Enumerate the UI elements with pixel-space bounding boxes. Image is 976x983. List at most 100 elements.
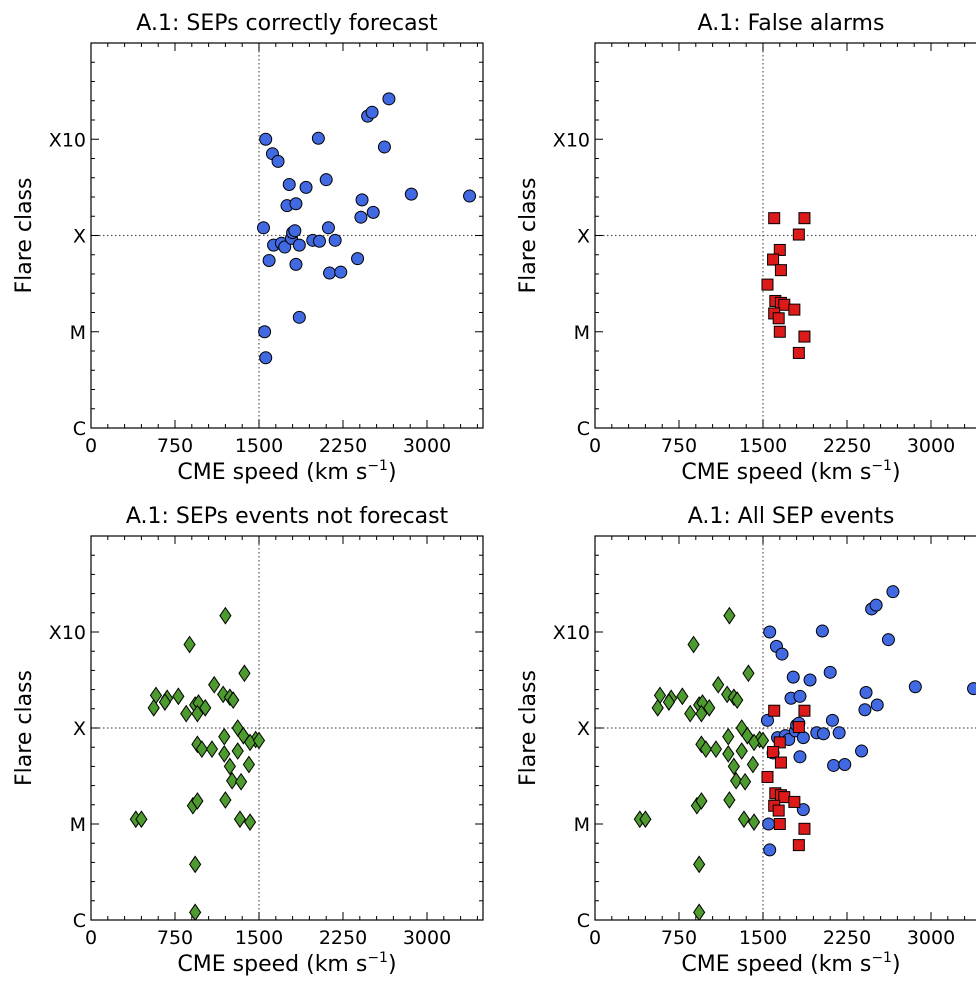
y-tick-label: C (73, 418, 86, 440)
x-tick-label: 3000 (403, 435, 451, 457)
x-axis-label-main: CME speed (km s (177, 460, 367, 485)
red-square-point (773, 325, 786, 338)
blue-circle-point (382, 92, 396, 106)
red-square-point (773, 818, 786, 830)
y-tick-label: C (73, 910, 86, 932)
green-diamond-point (737, 810, 751, 829)
red-square-point (768, 704, 781, 717)
blue-circle-point (908, 680, 922, 694)
x-axis-label-main: CME speed (km s (681, 952, 871, 977)
green-diamond-point (238, 664, 251, 683)
blue-circle-point (815, 624, 829, 638)
x-axis-label: CME speed (km s−1) (681, 458, 900, 485)
blue-circle-point (258, 325, 272, 339)
red-square-point (772, 312, 785, 325)
green-diamond-point (191, 792, 204, 810)
red-square-point (788, 795, 801, 808)
blue-circle-point (858, 703, 872, 717)
green-diamond-point (676, 687, 689, 706)
red-square-point (792, 228, 805, 241)
blue-circle-point (838, 757, 852, 771)
green-diamond-point (172, 687, 185, 706)
red-square-point (778, 298, 791, 311)
x-tick-label: 3000 (907, 927, 955, 949)
blue-circle-point (796, 731, 810, 745)
green-diamond-point (693, 855, 706, 874)
blue-circle-point (355, 193, 369, 207)
green-diamond-point (699, 740, 712, 759)
green-diamond-point (252, 731, 266, 750)
x-tick-label: 3000 (907, 435, 955, 457)
green-diamond-point (731, 691, 744, 710)
blue-circle-point (886, 585, 900, 599)
blue-circle-point (793, 689, 807, 703)
y-tick-label: M (574, 322, 590, 344)
x-tick-label: 750 (661, 435, 697, 457)
green-diamond-point (712, 675, 725, 694)
x-tick-label: 750 (661, 927, 697, 949)
green-diamond-point (208, 675, 221, 694)
blue-circle-point (328, 233, 342, 247)
y-tick-label: X10 (553, 129, 590, 151)
x-axis-label-exponent: −1 (367, 458, 388, 474)
blue-circle-point (365, 105, 379, 119)
blue-circle-point (321, 221, 335, 235)
green-diamond-point (233, 810, 247, 829)
x-axis-label-close: ) (892, 460, 901, 485)
blue-circle-point (351, 252, 365, 266)
x-tick-label: 3000 (403, 927, 451, 949)
green-diamond-point (219, 791, 232, 809)
green-diamond-point (709, 740, 723, 759)
green-diamond-point (180, 704, 193, 723)
green-diamond-point (158, 693, 172, 711)
red-square-point (761, 278, 774, 291)
green-diamond-point (147, 698, 160, 717)
panel-title: A.1: False alarms (698, 11, 885, 36)
red-square-point (798, 330, 811, 343)
x-tick-label: 2250 (319, 435, 367, 457)
blue-circle-point (881, 633, 895, 647)
red-square-point (773, 243, 786, 256)
green-diamond-point (722, 727, 735, 746)
chart-panel-3: 0 750 1500 2250 3000 C M X X10 A.1: SEPs events n… (12, 504, 484, 977)
blue-circle-point (292, 238, 306, 252)
green-diamond-point (746, 755, 760, 774)
green-diamond-point (219, 606, 232, 625)
x-axis-label: CME speed (km s−1) (177, 458, 396, 485)
red-square-point (792, 721, 805, 734)
blue-circle-point (763, 625, 777, 639)
blue-circle-point (763, 843, 777, 857)
blue-circle-point (282, 177, 296, 191)
blue-circle-point (334, 265, 348, 279)
blue-circle-point (278, 240, 292, 254)
x-axis-label-exponent: −1 (871, 950, 892, 966)
green-diamond-point (747, 813, 761, 831)
blue-circle-point (823, 665, 837, 679)
green-diamond-point (183, 635, 196, 654)
green-diamond-point (227, 691, 240, 710)
y-tick-label: X (577, 226, 590, 248)
blue-circle-point (762, 817, 776, 831)
y-tick-label: C (577, 910, 590, 932)
x-tick-label: 750 (157, 927, 193, 949)
panel-title: A.1: All SEP events (688, 504, 895, 529)
blue-circle-point (366, 205, 380, 219)
y-tick-label: C (577, 418, 590, 440)
x-tick-label: 0 (85, 927, 97, 949)
blue-circle-point (869, 598, 883, 612)
blue-circle-point (256, 221, 270, 235)
x-axis-label-exponent: −1 (871, 458, 892, 474)
blue-circle-point (259, 132, 273, 146)
red-square-point (767, 746, 780, 758)
x-tick-label: 0 (85, 435, 97, 457)
green-diamond-point (223, 757, 236, 776)
panel-title: A.1: SEPs correctly forecast (136, 11, 438, 36)
blue-circle-point (404, 187, 418, 201)
x-tick-label: 1500 (235, 435, 283, 457)
x-tick-label: 2250 (823, 927, 871, 949)
x-tick-label: 0 (589, 435, 601, 457)
y-tick-label: X10 (553, 622, 590, 644)
green-diamond-point (695, 792, 708, 810)
green-diamond-point (723, 606, 736, 625)
